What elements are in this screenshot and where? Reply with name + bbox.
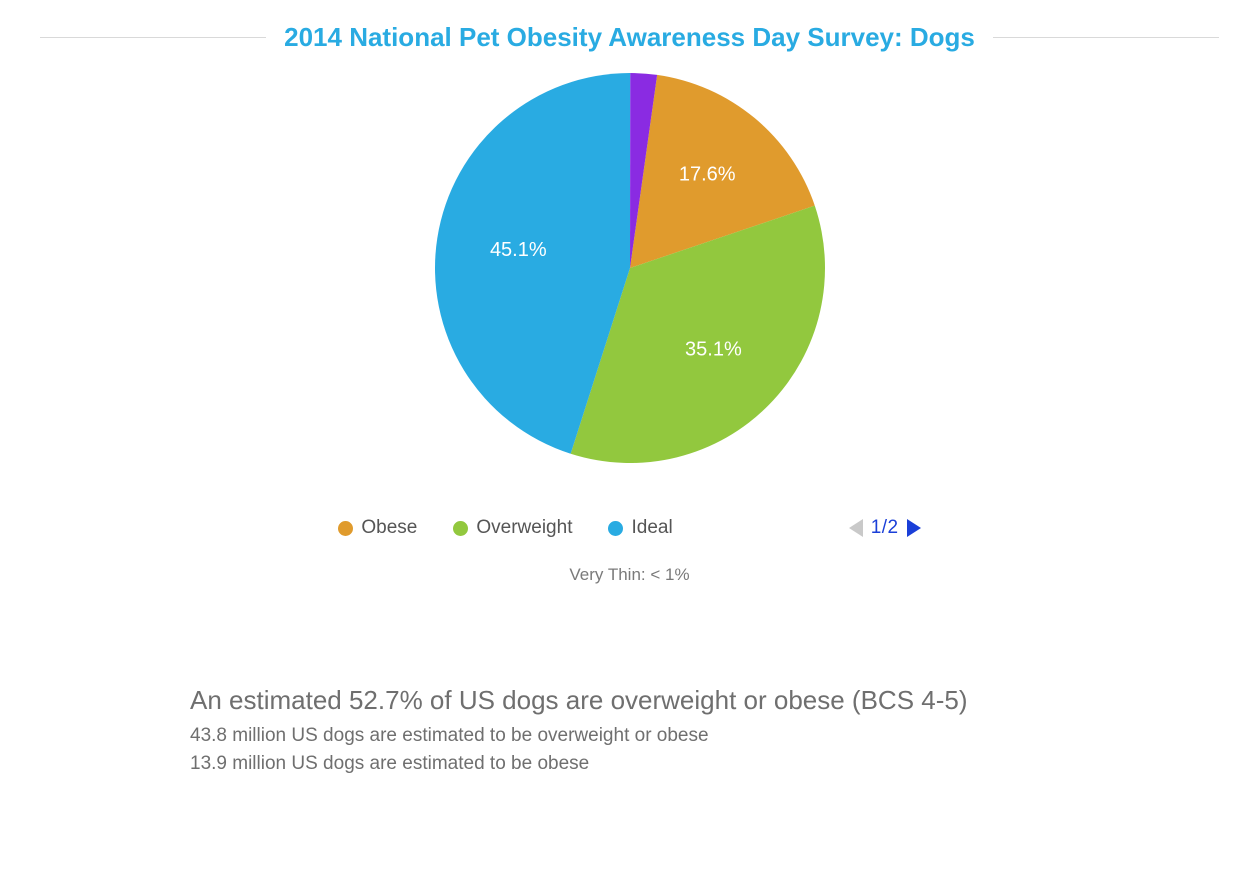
pie-chart: 17.6% 35.1% 45.1% [425, 63, 835, 473]
summary-line: 43.8 million US dogs are estimated to be… [190, 722, 1219, 750]
pie-slice-label-overweight: 35.1% [685, 338, 742, 360]
summary-headline: An estimated 52.7% of US dogs are overwe… [190, 685, 1219, 716]
pie-slice-label-ideal: 45.1% [489, 239, 546, 261]
pie-chart-area: 17.6% 35.1% 45.1% [40, 63, 1219, 473]
pie-slice-label-obese: 17.6% [678, 163, 735, 185]
legend-item-label: Obese [361, 517, 417, 539]
chart-title: 2014 National Pet Obesity Awareness Day … [284, 22, 975, 53]
legend-item-obese[interactable]: Obese [338, 517, 417, 539]
legend-item-label: Ideal [631, 517, 672, 539]
legend-pager: 1/2 [849, 517, 921, 539]
pager-prev-icon[interactable] [849, 519, 863, 537]
title-rule-left [40, 37, 266, 38]
pager-next-icon[interactable] [907, 519, 921, 537]
title-rule-right [993, 37, 1219, 38]
summary-line: 13.9 million US dogs are estimated to be… [190, 750, 1219, 778]
legend-items: Obese Overweight Ideal [338, 517, 672, 539]
title-row: 2014 National Pet Obesity Awareness Day … [40, 0, 1219, 53]
pager-count: 1/2 [871, 517, 899, 539]
legend-item-overweight[interactable]: Overweight [453, 517, 572, 539]
legend-swatch-icon [453, 521, 468, 536]
legend-row: Obese Overweight Ideal 1/2 [40, 517, 1219, 539]
chart-footnote: Very Thin: < 1% [40, 565, 1219, 585]
legend-swatch-icon [608, 521, 623, 536]
legend-item-label: Overweight [476, 517, 572, 539]
legend-item-ideal[interactable]: Ideal [608, 517, 672, 539]
legend-swatch-icon [338, 521, 353, 536]
summary-block: An estimated 52.7% of US dogs are overwe… [40, 685, 1219, 777]
